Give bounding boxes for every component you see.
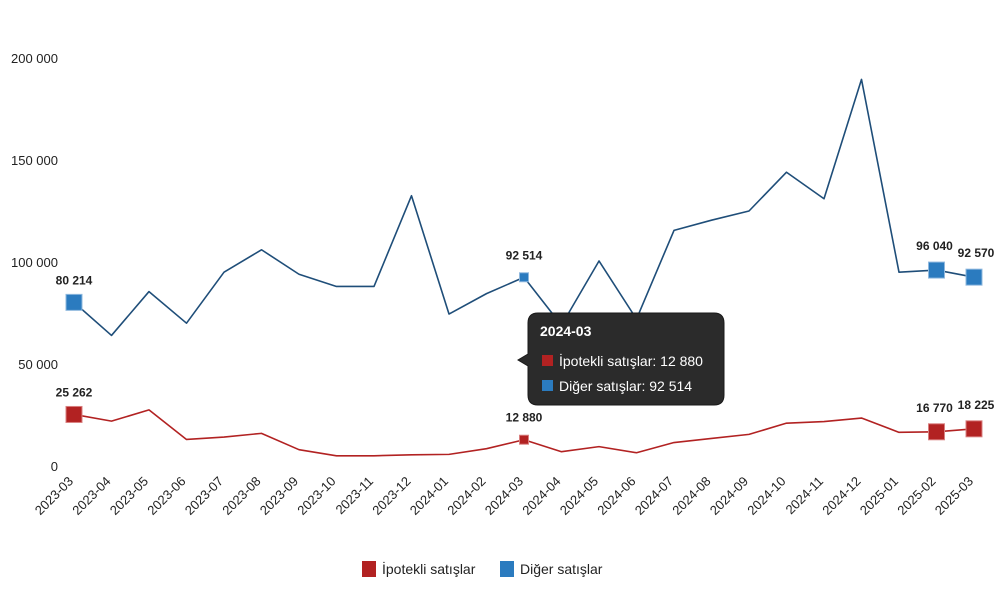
y-tick-label: 50 000: [18, 357, 58, 372]
x-tick-label: 2023-08: [219, 474, 263, 518]
tooltip-row-diger: Diğer satışlar: 92 514: [559, 378, 692, 394]
tooltip-row-ipotekli: İpotekli satışlar: 12 880: [559, 352, 703, 369]
x-tick-label: 2023-12: [369, 474, 413, 518]
x-tick-label: 2024-07: [632, 474, 676, 518]
x-tick-label: 2023-04: [69, 474, 113, 518]
x-tick-label: 2024-01: [407, 474, 451, 518]
x-tick-label: 2024-08: [669, 474, 713, 518]
tooltip: 2024-03 İpotekli satışlar: 12 880 Diğer …: [517, 312, 725, 406]
x-tick-label: 2023-11: [332, 474, 376, 518]
data-label: 25 262: [56, 385, 93, 399]
x-tick-label: 2024-11: [782, 474, 826, 518]
x-tick-label: 2024-04: [519, 474, 563, 518]
y-tick-label: 100 000: [11, 255, 58, 270]
marker-ipotekli[interactable]: [965, 420, 983, 438]
data-label: 18 225: [958, 398, 995, 412]
data-label: 96 040: [916, 239, 953, 253]
data-label: 92 514: [506, 248, 543, 262]
data-labels: 80 214 92 514 96 040 92 570 25 262 12 880 16 7…: [56, 239, 995, 425]
marker-ipotekli[interactable]: [928, 423, 945, 441]
x-tick-label: 2025-01: [857, 474, 901, 518]
marker-ipotekli[interactable]: [65, 405, 83, 423]
legend-label-diger: Diğer satışlar: [520, 561, 603, 577]
x-tick-label: 2024-03: [482, 474, 526, 518]
y-tick-label: 150 000: [11, 153, 58, 168]
tooltip-box: [517, 312, 725, 406]
tooltip-swatch-diger: [542, 380, 553, 391]
legend: İpotekli satışlar Diğer satışlar: [362, 560, 603, 577]
data-label: 80 214: [56, 273, 93, 287]
x-tick-label: 2024-05: [557, 474, 601, 518]
tooltip-swatch-ipotekli: [542, 355, 553, 366]
series-layer: [65, 78, 983, 457]
x-tick-label: 2023-07: [182, 474, 226, 518]
x-tick-label: 2023-09: [257, 474, 301, 518]
legend-item-diger[interactable]: Diğer satışlar: [500, 561, 603, 577]
marker-diger[interactable]: [965, 268, 983, 286]
x-tick-label: 2024-10: [744, 474, 788, 518]
marker-diger[interactable]: [519, 272, 529, 283]
x-tick-label: 2024-09: [707, 474, 751, 518]
marker-diger[interactable]: [65, 293, 83, 311]
x-tick-label: 2023-03: [32, 474, 76, 518]
marker-diger[interactable]: [928, 261, 945, 279]
x-tick-label: 2025-03: [932, 474, 976, 518]
x-tick-label: 2024-02: [444, 474, 488, 518]
y-tick-label: 200 000: [11, 51, 58, 66]
legend-swatch-ipotekli: [362, 561, 376, 577]
series-line-diger: [73, 78, 975, 337]
legend-label-ipotekli: İpotekli satışlar: [382, 560, 476, 577]
x-tick-label: 2025-02: [894, 474, 938, 518]
x-tick-label: 2023-06: [144, 474, 188, 518]
x-tick-label: 2024-12: [819, 474, 863, 518]
x-tick-label: 2023-05: [107, 474, 151, 518]
data-label: 16 770: [916, 401, 953, 415]
y-axis: 200 000 150 000 100 000 50 000 0: [11, 51, 58, 474]
x-tick-label: 2024-06: [594, 474, 638, 518]
y-tick-label: 0: [51, 459, 58, 474]
x-axis: 2023-032023-042023-052023-062023-072023-…: [32, 474, 976, 518]
data-label: 92 570: [958, 246, 995, 260]
x-tick-label: 2023-10: [294, 474, 338, 518]
legend-item-ipotekli[interactable]: İpotekli satışlar: [362, 560, 476, 577]
marker-ipotekli[interactable]: [519, 434, 529, 445]
legend-swatch-diger: [500, 561, 514, 577]
tooltip-title: 2024-03: [540, 323, 592, 339]
data-label: 12 880: [506, 411, 543, 425]
